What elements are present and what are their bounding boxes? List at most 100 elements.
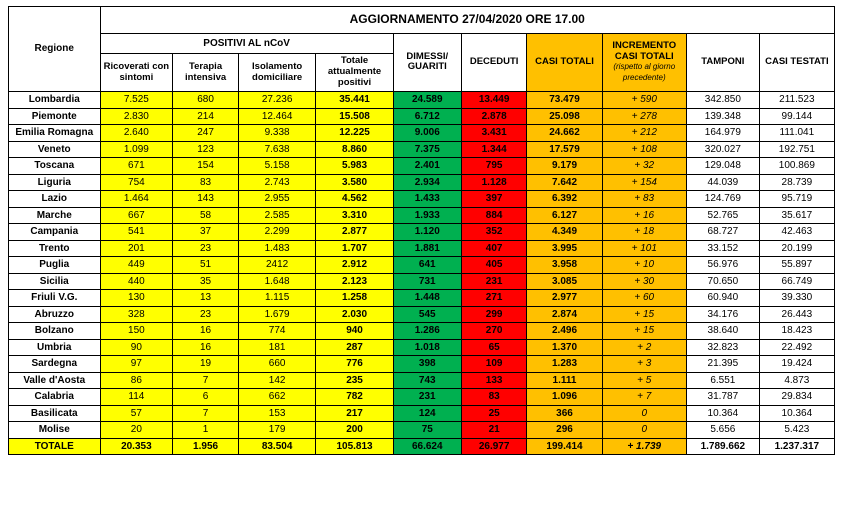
cell-incremento: + 108 <box>602 141 686 158</box>
cell-testati: 95.719 <box>759 191 834 208</box>
cell-incremento: + 154 <box>602 174 686 191</box>
cell-dimessi: 75 <box>393 422 461 439</box>
cell-dimessi: 731 <box>393 273 461 290</box>
col-regione: Regione <box>9 7 101 92</box>
cell-ricoverati: 20.353 <box>100 438 173 455</box>
cell-casi: 296 <box>527 422 602 439</box>
cell-isolamento: 27.236 <box>238 92 315 109</box>
cell-tamponi: 32.823 <box>686 339 759 356</box>
cell-terapia: 680 <box>173 92 239 109</box>
cell-casi: 25.098 <box>527 108 602 125</box>
cell-deceduti: 795 <box>461 158 527 175</box>
cell-deceduti: 271 <box>461 290 527 307</box>
cell-totpos: 15.508 <box>316 108 393 125</box>
cell-tamponi: 33.152 <box>686 240 759 257</box>
cell-ricoverati: 541 <box>100 224 173 241</box>
table-row: Toscana6711545.1585.9832.4017959.179+ 32… <box>9 158 835 175</box>
cell-totpos: 2.877 <box>316 224 393 241</box>
cell-dimessi: 9.006 <box>393 125 461 142</box>
cell-testati: 1.237.317 <box>759 438 834 455</box>
cell-deceduti: 1.128 <box>461 174 527 191</box>
cell-totpos: 940 <box>316 323 393 340</box>
cell-terapia: 1 <box>173 422 239 439</box>
cell-ricoverati: 671 <box>100 158 173 175</box>
cell-isolamento: 142 <box>238 372 315 389</box>
cell-incremento: + 32 <box>602 158 686 175</box>
cell-totpos: 3.310 <box>316 207 393 224</box>
cell-ricoverati: 97 <box>100 356 173 373</box>
cell-incremento: + 278 <box>602 108 686 125</box>
cell-ricoverati: 114 <box>100 389 173 406</box>
cell-casi: 17.579 <box>527 141 602 158</box>
cell-testati: 55.897 <box>759 257 834 274</box>
cell-ricoverati: 1.099 <box>100 141 173 158</box>
cell-regione: Umbria <box>9 339 101 356</box>
cell-isolamento: 2.743 <box>238 174 315 191</box>
cell-tamponi: 68.727 <box>686 224 759 241</box>
cell-deceduti: 65 <box>461 339 527 356</box>
table-row: Sardegna97196607763981091.283+ 321.39519… <box>9 356 835 373</box>
cell-totpos: 235 <box>316 372 393 389</box>
cell-tamponi: 124.769 <box>686 191 759 208</box>
cell-incremento: + 83 <box>602 191 686 208</box>
cell-ricoverati: 150 <box>100 323 173 340</box>
cell-regione: Liguria <box>9 174 101 191</box>
cell-terapia: 35 <box>173 273 239 290</box>
cell-deceduti: 133 <box>461 372 527 389</box>
cell-tamponi: 21.395 <box>686 356 759 373</box>
cell-terapia: 58 <box>173 207 239 224</box>
cell-totpos: 782 <box>316 389 393 406</box>
cell-dimessi: 1.433 <box>393 191 461 208</box>
table-row: Valle d'Aosta8671422357431331.111+ 56.55… <box>9 372 835 389</box>
table-row: Molise201179200752129605.6565.423 <box>9 422 835 439</box>
cell-casi: 199.414 <box>527 438 602 455</box>
cell-casi: 1.096 <box>527 389 602 406</box>
cell-tamponi: 342.850 <box>686 92 759 109</box>
cell-regione: Valle d'Aosta <box>9 372 101 389</box>
cell-regione: Sardegna <box>9 356 101 373</box>
cell-ricoverati: 667 <box>100 207 173 224</box>
cell-casi: 1.370 <box>527 339 602 356</box>
covid-table: Regione AGGIORNAMENTO 27/04/2020 ORE 17.… <box>8 6 835 455</box>
cell-dimessi: 231 <box>393 389 461 406</box>
cell-totpos: 3.580 <box>316 174 393 191</box>
cell-ricoverati: 2.830 <box>100 108 173 125</box>
cell-terapia: 83 <box>173 174 239 191</box>
cell-terapia: 16 <box>173 323 239 340</box>
table-row: Trento201231.4831.7071.8814073.995+ 1013… <box>9 240 835 257</box>
cell-ricoverati: 201 <box>100 240 173 257</box>
cell-regione: Bolzano <box>9 323 101 340</box>
cell-tamponi: 60.940 <box>686 290 759 307</box>
cell-regione: Lombardia <box>9 92 101 109</box>
cell-totpos: 200 <box>316 422 393 439</box>
cell-tamponi: 1.789.662 <box>686 438 759 455</box>
cell-casi: 7.642 <box>527 174 602 191</box>
col-incremento: INCREMENTO CASI TOTALI (rispetto al gior… <box>602 33 686 91</box>
cell-terapia: 154 <box>173 158 239 175</box>
cell-totpos: 8.860 <box>316 141 393 158</box>
cell-isolamento: 662 <box>238 389 315 406</box>
cell-isolamento: 2412 <box>238 257 315 274</box>
col-casi: CASI TOTALI <box>527 33 602 91</box>
cell-tamponi: 320.027 <box>686 141 759 158</box>
table-row: Lazio1.4641432.9554.5621.4333976.392+ 83… <box>9 191 835 208</box>
cell-testati: 4.873 <box>759 372 834 389</box>
cell-isolamento: 1.115 <box>238 290 315 307</box>
cell-deceduti: 405 <box>461 257 527 274</box>
cell-deceduti: 21 <box>461 422 527 439</box>
cell-terapia: 51 <box>173 257 239 274</box>
cell-regione: Veneto <box>9 141 101 158</box>
cell-deceduti: 26.977 <box>461 438 527 455</box>
cell-dimessi: 1.448 <box>393 290 461 307</box>
cell-isolamento: 2.299 <box>238 224 315 241</box>
cell-isolamento: 774 <box>238 323 315 340</box>
col-tamponi: TAMPONI <box>686 33 759 91</box>
cell-deceduti: 884 <box>461 207 527 224</box>
cell-testati: 35.617 <box>759 207 834 224</box>
cell-testati: 211.523 <box>759 92 834 109</box>
cell-testati: 29.834 <box>759 389 834 406</box>
cell-testati: 5.423 <box>759 422 834 439</box>
cell-terapia: 16 <box>173 339 239 356</box>
col-ricoverati: Ricoverati con sintomi <box>100 54 173 92</box>
cell-isolamento: 1.648 <box>238 273 315 290</box>
